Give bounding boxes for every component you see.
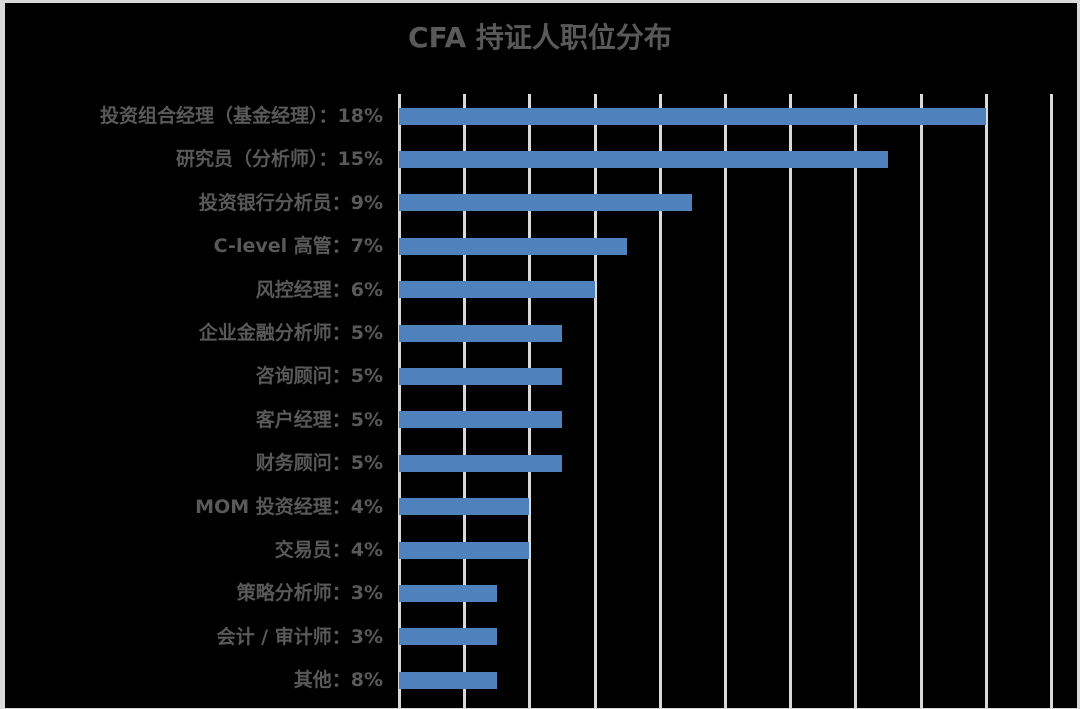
- bar: [399, 671, 497, 689]
- bar: [399, 281, 595, 299]
- category-label: 其他：8%: [293, 669, 383, 692]
- bar: [399, 367, 562, 385]
- gridline: [984, 94, 988, 709]
- bar: [399, 150, 888, 168]
- category-label: 风控经理：6%: [255, 278, 383, 301]
- gridline: [1050, 94, 1053, 709]
- category-label: 财务顾问：5%: [255, 452, 383, 475]
- category-label: 交易员：4%: [274, 539, 383, 561]
- gridline: [593, 94, 597, 709]
- bar: [399, 324, 562, 342]
- bar: [399, 628, 497, 646]
- chart-title: CFA 持证人职位分布: [408, 21, 672, 54]
- bar: [399, 454, 562, 472]
- gridline: [854, 94, 858, 709]
- category-label: 会计 / 审计师：3%: [216, 625, 383, 648]
- bar: [399, 237, 628, 255]
- category-label: 企业金融分析师：5%: [198, 322, 383, 344]
- category-label: 投资组合经理（基金经理）：18%: [100, 105, 383, 127]
- category-label: 投资银行分析员：9%: [198, 191, 383, 214]
- gridline: [463, 94, 467, 709]
- bar: [399, 498, 530, 516]
- category-label: 策略分析师：3%: [236, 582, 383, 605]
- category-label: MOM 投资经理：4%: [195, 495, 383, 518]
- category-label: C-level 高管：7%: [213, 235, 383, 258]
- gridline: [789, 94, 793, 709]
- gridline: [398, 94, 401, 709]
- gridline: [919, 94, 923, 709]
- gridline: [724, 94, 727, 709]
- bar: [399, 584, 497, 602]
- bar: [399, 411, 562, 429]
- bar: [399, 194, 693, 212]
- category-label: 研究员（分析师）：15%: [176, 148, 383, 171]
- bar: [399, 541, 530, 559]
- gridline: [528, 94, 532, 709]
- gridline: [658, 94, 662, 709]
- category-label: 客户经理：5%: [255, 408, 383, 431]
- plot-area: [398, 94, 1059, 709]
- category-label: 咨询顾问：5%: [255, 365, 383, 388]
- bar: [399, 107, 986, 125]
